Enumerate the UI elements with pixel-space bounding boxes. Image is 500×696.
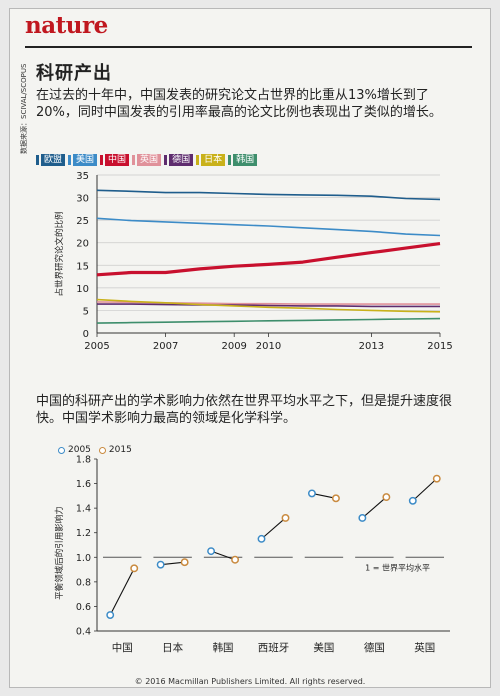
connector-2: [210, 550, 236, 561]
legend-item-2: 中国: [100, 154, 130, 166]
xtick-label-2013: 2013: [359, 341, 384, 352]
legend-swatch: [196, 155, 200, 165]
lead-paragraph-2: 中国的科研产出的学术影响力依然在世界平均水平之下，但是提升速度很快。中国学术影响…: [36, 394, 453, 426]
lead-paragraph-1: 在过去的十年中，中国发表的研究论文占世界的比重从13%增长到了20%，同时中国发…: [36, 88, 442, 120]
point-2005-5: [358, 514, 367, 522]
legend-swatch: [132, 155, 136, 165]
point-2015-0: [130, 564, 139, 573]
legend-swatch: [36, 155, 39, 165]
connector-3: [261, 517, 286, 540]
legend2-marker: [58, 446, 65, 454]
point-2005-6: [408, 496, 417, 505]
legend2-label: 2005: [68, 445, 91, 455]
xtick-label-2005: 2005: [84, 341, 109, 352]
series-line-0: [96, 189, 441, 201]
legend-label: 日本: [201, 154, 226, 166]
legend-item-4: 德国: [164, 154, 194, 166]
legend-label: 英国: [137, 154, 162, 166]
legend-swatch: [228, 155, 232, 165]
legend-item-1: 美国: [68, 154, 98, 166]
ytick2-label-1-4: 1.4: [76, 504, 91, 515]
ytick-label-20: 20: [76, 239, 89, 250]
legend-item-0: 欧盟: [36, 154, 66, 166]
category-label-0: 中国: [112, 641, 133, 654]
ytick2-label-1-6: 1.6: [76, 479, 91, 490]
header-rule: [25, 46, 472, 48]
ytick2-label-0-4: 0.4: [76, 627, 91, 638]
legend-label: 中国: [105, 154, 130, 166]
point-2015-3: [281, 514, 290, 522]
xtick-label-2015: 2015: [427, 341, 452, 352]
connector-1: [160, 561, 185, 566]
category-label-5: 德国: [364, 641, 385, 654]
reference-line-label: 1 = 世界平均水平: [365, 562, 430, 572]
point-2005-3: [257, 534, 266, 543]
series-line-6: [96, 317, 441, 324]
legend-label: 德国: [169, 154, 194, 166]
series-line-5: [96, 298, 441, 313]
point-2005-0: [106, 611, 115, 619]
xtick-label-2007: 2007: [153, 341, 178, 352]
legend2-marker: [98, 446, 106, 454]
legend-swatch: [164, 155, 168, 165]
ytick-label-25: 25: [76, 216, 89, 227]
ytick2-label-0-8: 0.8: [76, 577, 91, 588]
category-label-6: 英国: [414, 641, 435, 654]
legend-item-5: 日本: [196, 154, 226, 166]
category-label-4: 美国: [313, 641, 334, 654]
legend-label: 韩国: [233, 154, 258, 166]
ytick-label-0: 0: [83, 329, 89, 340]
ytick-label-5: 5: [83, 306, 89, 317]
ytick2-label-1-0: 1.0: [76, 553, 91, 564]
legend-item-6: 韩国: [228, 154, 258, 166]
y-axis-label-2: 平衡领域后的引用影响力: [54, 506, 65, 600]
point-2015-5: [382, 493, 391, 502]
legend2-label: 2015: [108, 445, 132, 455]
category-label-1: 日本: [162, 641, 183, 654]
legend-item-3: 英国: [132, 154, 162, 166]
chart1-line-chart: 0 5 10 15 20 25 30 35 2005 2007 2009 2010 2013 2015 占世…: [54, 171, 453, 654]
connector-5: [361, 496, 387, 519]
point-2005-2: [207, 547, 216, 556]
chart2-legend: 2005 2015: [58, 445, 132, 455]
point-2015-2: [231, 555, 240, 564]
point-2015-6: [432, 474, 441, 483]
chart1-legend: 欧盟 美国 中国 英国 德国 日本 韩国: [36, 154, 258, 166]
y-axis-label: 占世界研究论文的比例: [54, 211, 65, 296]
ytick-label-35: 35: [76, 171, 89, 182]
page-title: 科研产出: [36, 63, 112, 84]
point-2015-1: [180, 558, 189, 567]
ytick-label-15: 15: [76, 261, 89, 272]
category-label-2: 韩国: [213, 641, 234, 654]
series-line-1: [96, 217, 441, 237]
xtick-label-2009: 2009: [221, 341, 246, 352]
legend-label: 美国: [73, 154, 98, 166]
legend2-item-1: 2015: [98, 445, 132, 455]
legend2-item-0: 2005: [58, 445, 91, 455]
connector-0: [109, 568, 135, 616]
series-line-2: [96, 242, 441, 277]
ytick2-label-1-2: 1.2: [76, 528, 91, 539]
brand-logo: nature: [25, 12, 108, 39]
ytick2-label-1-8: 1.8: [76, 455, 91, 466]
ytick-label-30: 30: [76, 194, 89, 205]
ytick-label-10: 10: [76, 284, 89, 295]
point-2015-4: [331, 494, 340, 503]
xtick-label-2010: 2010: [256, 341, 281, 352]
connector-6: [412, 478, 438, 502]
page-frame: nature 科研产出 在过去的十年中，中国发表的研究论文占世界的比重从13%增…: [9, 8, 491, 688]
legend-swatch: [100, 155, 104, 165]
category-label-3: 西班牙: [258, 642, 290, 654]
series-line-4: [97, 303, 440, 308]
ytick2-label-0-6: 0.6: [76, 602, 91, 613]
copyright-note: © 2016 Macmillan Publishers Limited. All…: [134, 677, 366, 686]
point-2005-4: [307, 489, 316, 498]
legend-label: 欧盟: [41, 154, 66, 166]
point-2005-1: [156, 560, 165, 569]
connector-4: [311, 492, 337, 499]
legend-swatch: [68, 155, 72, 165]
